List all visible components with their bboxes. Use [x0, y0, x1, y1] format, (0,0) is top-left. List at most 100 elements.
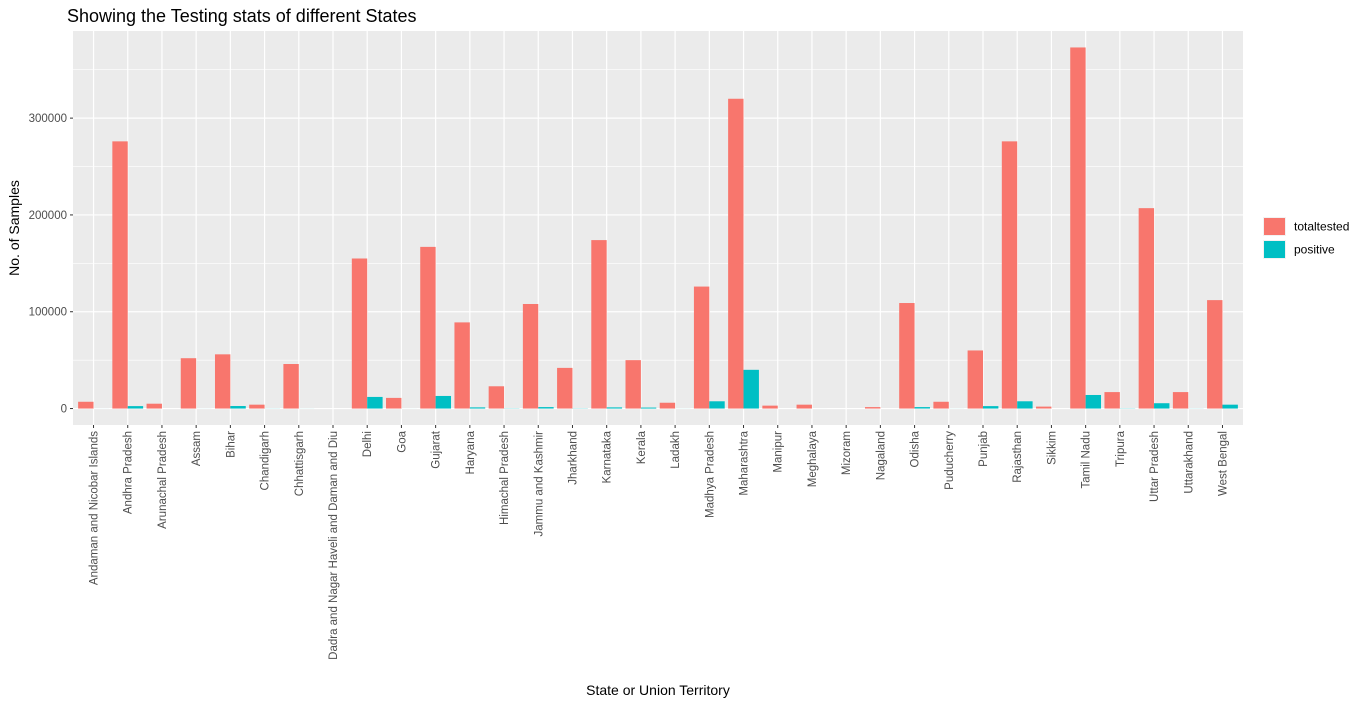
x-tick-label: Mizoram	[841, 431, 853, 475]
x-tick-label: Haryana	[465, 430, 477, 474]
bar-totaltested	[78, 401, 94, 409]
x-axis: Andaman and Nicobar Islands Andhra Prades…	[89, 425, 1229, 660]
bar-totaltested	[762, 405, 778, 409]
x-tick-label: Dadra and Nagar Haveli and Daman and Diu	[328, 431, 340, 660]
bar-positive	[1017, 401, 1033, 409]
x-tick-label: Puducherry	[944, 431, 956, 490]
bar-totaltested	[454, 322, 470, 409]
bar-positive	[709, 401, 725, 409]
bar-totaltested	[214, 354, 231, 409]
bar-totaltested	[796, 404, 812, 409]
bar-totaltested	[557, 367, 573, 409]
bar-positive	[435, 395, 452, 409]
y-tick-label: 100000	[29, 307, 67, 319]
x-tick-label: Ladakh	[670, 431, 682, 469]
bar-totaltested	[1070, 47, 1086, 409]
bar-positive	[1085, 394, 1102, 409]
bar-totaltested	[625, 360, 641, 409]
bar-positive	[640, 407, 657, 409]
bar-totaltested	[591, 240, 607, 409]
x-axis-title: State or Union Territory	[586, 682, 730, 698]
bar-totaltested	[420, 246, 436, 409]
bar-totaltested	[522, 303, 539, 409]
x-tick-label: Andhra Pradesh	[123, 431, 135, 514]
bar-totaltested	[1001, 141, 1018, 409]
chart-title: Showing the Testing stats of different S…	[67, 6, 417, 26]
x-tick-label: Madhya Pradesh	[704, 431, 716, 518]
x-tick-label: Bihar	[225, 431, 237, 458]
legend-label-totaltested: totaltested	[1294, 220, 1349, 234]
bar-positive	[743, 369, 759, 409]
bar-totaltested	[1036, 406, 1052, 409]
y-tick-label: 300000	[29, 113, 67, 125]
bar-totaltested	[1138, 208, 1155, 409]
x-tick-label: Nagaland	[875, 431, 887, 480]
y-tick-label: 0	[61, 404, 67, 416]
bar-totaltested	[283, 364, 299, 409]
x-tick-label: Goa	[396, 430, 408, 452]
x-tick-label: Andaman and Nicobar Islands	[89, 431, 101, 585]
bar-totaltested	[488, 386, 505, 409]
bar-positive	[469, 407, 486, 409]
x-tick-label: Meghalaya	[807, 430, 819, 487]
bar-totaltested	[933, 401, 949, 409]
x-tick-label: Chhattisgarh	[294, 431, 306, 496]
bar-positive	[1222, 404, 1238, 409]
y-axis: 0 100000 200000 300000	[29, 113, 73, 416]
x-tick-label: Jharkhand	[567, 431, 579, 485]
x-tick-label: West Bengal	[1217, 431, 1229, 496]
bar-positive	[606, 407, 623, 409]
bar-positive	[127, 406, 144, 409]
x-tick-label: Odisha	[910, 430, 922, 467]
x-tick-label: Maharashtra	[739, 430, 751, 495]
bar-totaltested	[1104, 392, 1120, 409]
x-tick-label: Sikkim	[1046, 431, 1058, 465]
bar-totaltested	[728, 98, 744, 409]
bar-totaltested	[249, 404, 265, 409]
bar-totaltested	[659, 402, 676, 409]
bar-positive	[230, 406, 246, 409]
x-tick-label: Gujarat	[431, 430, 443, 469]
y-tick-label: 200000	[29, 210, 67, 222]
x-tick-label: Karnataka	[602, 430, 614, 483]
bar-totaltested	[146, 403, 162, 409]
bar-positive	[367, 396, 383, 409]
bar-positive	[1154, 403, 1170, 409]
x-tick-label: Assam	[191, 431, 203, 466]
x-tick-label: Tripura	[1115, 430, 1127, 467]
y-axis-title: No. of Samples	[6, 180, 22, 276]
bar-totaltested	[180, 358, 197, 409]
bar-totaltested	[1172, 392, 1189, 409]
bar-totaltested	[351, 258, 368, 409]
x-tick-label: Arunachal Pradesh	[157, 431, 169, 529]
x-tick-label: Punjab	[978, 431, 990, 467]
bar-totaltested	[864, 407, 881, 409]
x-tick-label: Tamil Nadu	[1081, 431, 1093, 489]
x-tick-label: Kerala	[636, 430, 648, 464]
legend-swatch-totaltested	[1264, 218, 1285, 235]
legend-swatch-positive	[1264, 241, 1285, 258]
bar-totaltested	[386, 397, 402, 409]
x-tick-label: Himachal Pradesh	[499, 431, 511, 525]
plot-panel	[73, 31, 1243, 425]
bar-positive	[983, 406, 999, 409]
bar-totaltested	[693, 286, 710, 409]
x-tick-label: Chandigarh	[260, 431, 272, 490]
bar-totaltested	[967, 350, 983, 409]
x-tick-label: Uttar Pradesh	[1149, 431, 1161, 502]
legend-label-positive: positive	[1294, 243, 1335, 257]
x-tick-label: Delhi	[362, 431, 374, 457]
x-tick-label: Jammu and Kashmir	[533, 431, 545, 537]
bar-totaltested	[112, 141, 128, 409]
bars	[78, 47, 1238, 409]
x-tick-label: Rajasthan	[1012, 431, 1024, 483]
bar-totaltested	[899, 303, 915, 409]
bar-positive	[538, 407, 554, 409]
x-tick-label: Manipur	[773, 431, 785, 473]
bar-positive	[914, 407, 930, 409]
legend: totaltested positive	[1263, 217, 1349, 259]
bar-totaltested	[1207, 300, 1223, 409]
x-tick-label: Uttarakhand	[1183, 431, 1195, 494]
